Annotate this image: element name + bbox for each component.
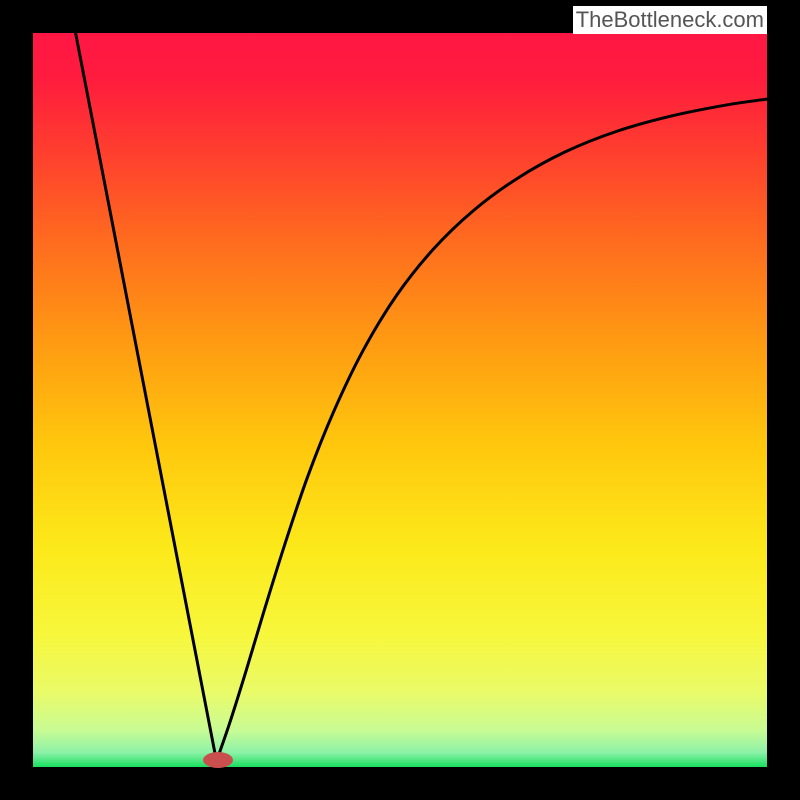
watermark-label: TheBottleneck.com — [573, 6, 767, 34]
bottleneck-curve — [33, 33, 767, 767]
plot-area — [33, 33, 767, 767]
chart-canvas: TheBottleneck.com — [0, 0, 800, 800]
